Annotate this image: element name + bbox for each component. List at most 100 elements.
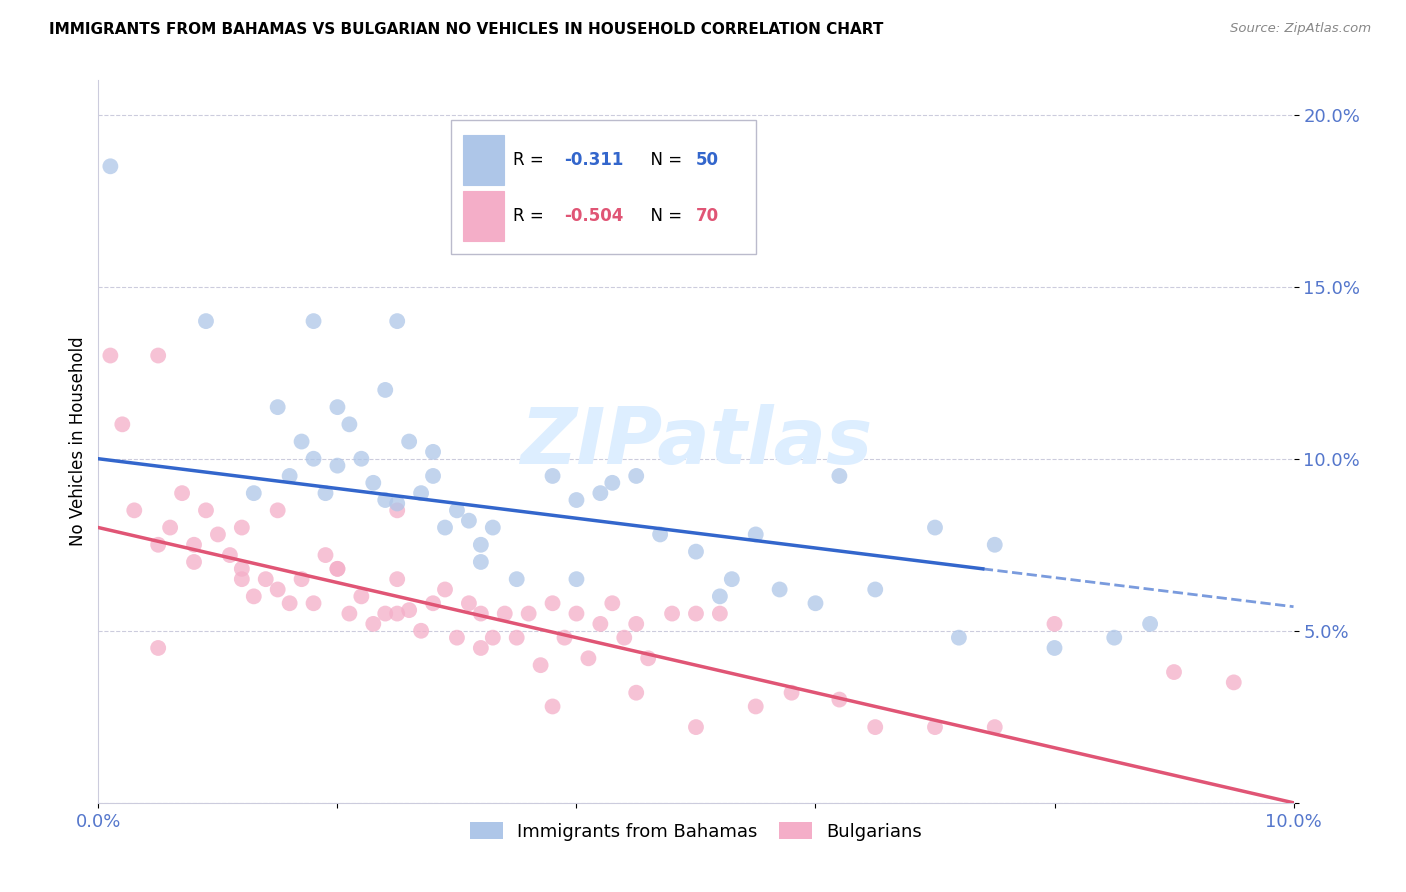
- Point: [398, 603, 420, 617]
- Point: [434, 520, 457, 534]
- Point: [613, 631, 636, 645]
- Point: [745, 527, 768, 541]
- Point: [434, 582, 457, 597]
- Point: [172, 486, 194, 500]
- Point: [865, 582, 887, 597]
- Point: [685, 607, 707, 621]
- Point: [650, 527, 672, 541]
- Point: [745, 699, 768, 714]
- Point: [721, 572, 744, 586]
- Point: [446, 631, 468, 645]
- Point: [350, 590, 373, 604]
- Point: [506, 572, 529, 586]
- Point: [626, 686, 648, 700]
- Point: [541, 469, 564, 483]
- Text: R =: R =: [513, 151, 554, 169]
- Point: [183, 538, 205, 552]
- Point: [278, 596, 301, 610]
- Point: [709, 590, 731, 604]
- Point: [470, 607, 492, 621]
- Point: [984, 538, 1007, 552]
- Point: [494, 607, 516, 621]
- Point: [709, 607, 731, 621]
- Point: [565, 493, 588, 508]
- Point: [302, 596, 325, 610]
- Point: [195, 503, 218, 517]
- Point: [302, 451, 325, 466]
- Point: [626, 469, 648, 483]
- Point: [231, 520, 253, 534]
- Point: [148, 349, 170, 363]
- Point: [326, 562, 349, 576]
- FancyBboxPatch shape: [463, 191, 503, 241]
- FancyBboxPatch shape: [451, 120, 756, 253]
- Point: [458, 514, 481, 528]
- Point: [339, 607, 361, 621]
- Point: [326, 400, 349, 414]
- Point: [458, 596, 481, 610]
- Point: [422, 469, 444, 483]
- Text: -0.311: -0.311: [565, 151, 624, 169]
- Point: [589, 616, 612, 631]
- Point: [363, 616, 385, 631]
- Point: [243, 486, 266, 500]
- Point: [374, 383, 396, 397]
- Point: [565, 607, 588, 621]
- Point: [374, 493, 396, 508]
- Point: [231, 572, 253, 586]
- Point: [315, 548, 337, 562]
- Point: [111, 417, 134, 432]
- Point: [506, 631, 529, 645]
- Point: [517, 607, 540, 621]
- Point: [948, 631, 970, 645]
- Point: [780, 686, 803, 700]
- Point: [124, 503, 146, 517]
- Text: -0.504: -0.504: [565, 207, 624, 226]
- Point: [470, 640, 492, 655]
- Point: [602, 475, 624, 490]
- Point: [984, 720, 1007, 734]
- Point: [602, 596, 624, 610]
- Point: [1139, 616, 1161, 631]
- Point: [148, 538, 170, 552]
- Point: [291, 572, 314, 586]
- Point: [865, 720, 887, 734]
- Point: [231, 562, 253, 576]
- Point: [924, 520, 946, 534]
- Text: N =: N =: [640, 207, 688, 226]
- Point: [685, 544, 707, 558]
- Text: N =: N =: [640, 151, 688, 169]
- Point: [350, 451, 373, 466]
- Point: [422, 596, 444, 610]
- Point: [398, 434, 420, 449]
- Point: [267, 582, 290, 597]
- Point: [541, 699, 564, 714]
- FancyBboxPatch shape: [463, 136, 503, 185]
- Text: ZIPatlas: ZIPatlas: [520, 403, 872, 480]
- Point: [924, 720, 946, 734]
- Point: [219, 548, 242, 562]
- Point: [385, 503, 409, 517]
- Point: [267, 400, 290, 414]
- Point: [1043, 616, 1066, 631]
- Point: [243, 590, 266, 604]
- Point: [183, 555, 205, 569]
- Point: [1223, 675, 1246, 690]
- Point: [482, 631, 505, 645]
- Point: [626, 616, 648, 631]
- Point: [385, 607, 409, 621]
- Text: 50: 50: [696, 151, 718, 169]
- Point: [195, 314, 218, 328]
- Point: [326, 458, 349, 473]
- Point: [315, 486, 337, 500]
- Point: [470, 555, 492, 569]
- Point: [326, 562, 349, 576]
- Point: [685, 720, 707, 734]
- Point: [207, 527, 229, 541]
- Text: 70: 70: [696, 207, 718, 226]
- Point: [1163, 665, 1185, 679]
- Point: [267, 503, 290, 517]
- Point: [302, 314, 325, 328]
- Legend: Immigrants from Bahamas, Bulgarians: Immigrants from Bahamas, Bulgarians: [463, 815, 929, 848]
- Point: [385, 496, 409, 510]
